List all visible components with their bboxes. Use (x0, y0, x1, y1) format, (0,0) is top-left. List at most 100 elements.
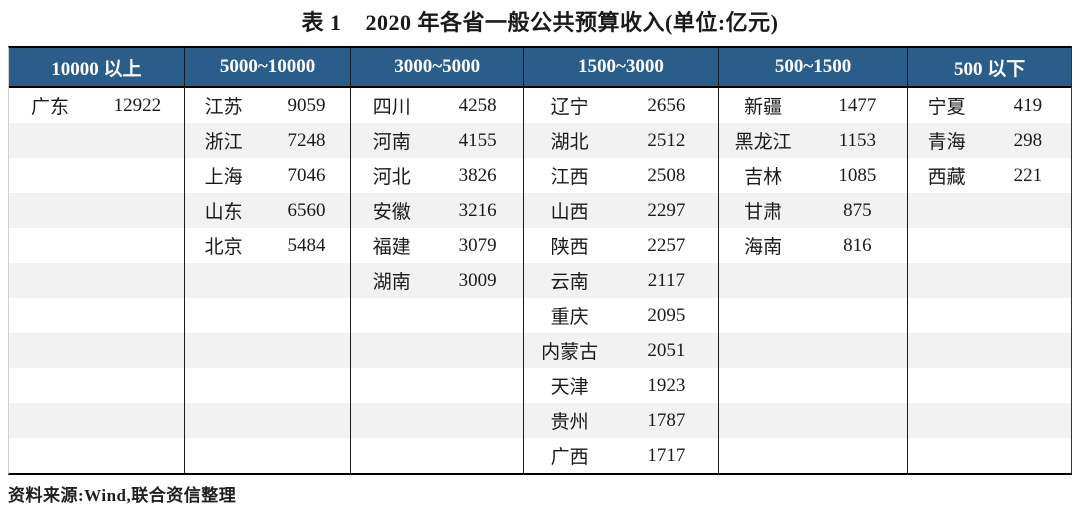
table-title: 表 1 2020 年各省一般公共预算收入(单位:亿元) (301, 10, 779, 35)
province-value: 2117 (647, 269, 686, 291)
province-value: 3079 (458, 234, 497, 256)
table-row (351, 298, 523, 333)
province-value: 419 (1013, 94, 1043, 116)
table-row (9, 228, 184, 263)
table-row: 河北 3826 (351, 158, 523, 193)
range-header: 10000 以上 (9, 48, 184, 88)
province-value: 1787 (647, 409, 686, 431)
table-row (908, 333, 1071, 368)
table-row: 湖南 3009 (351, 263, 524, 298)
column-group-0: 10000 以上广东 12922 (9, 48, 184, 473)
table-row (351, 368, 523, 403)
table-row: 云南 2117 (524, 263, 718, 298)
province-name: 重庆 (550, 307, 589, 328)
province-value: 5484 (287, 234, 326, 256)
province-name: 吉林 (744, 167, 783, 188)
province-name: 贵州 (550, 412, 589, 433)
province-value: 1085 (838, 164, 877, 186)
province-name: 广东 (31, 97, 70, 118)
province-value: 3216 (458, 199, 497, 221)
table-row (9, 333, 184, 368)
table-row: 江西 2508 (524, 158, 718, 193)
province-value: 221 (1013, 164, 1043, 186)
province-value: 4155 (458, 129, 497, 151)
table-row (908, 438, 1071, 473)
province-name: 广西 (550, 447, 589, 468)
table-row (9, 368, 184, 403)
province-value: 2656 (647, 94, 686, 116)
province-name: 新疆 (744, 97, 783, 118)
province-name: 青海 (927, 132, 966, 153)
source-note: 资料来源:Wind,联合资信整理 (8, 486, 237, 505)
province-name: 西藏 (927, 167, 966, 188)
province-name: 陕西 (550, 237, 589, 258)
table-row (9, 158, 184, 193)
province-value: 2095 (647, 304, 686, 326)
table-row (9, 438, 184, 473)
province-name: 上海 (204, 167, 243, 188)
province-name: 黑龙江 (734, 132, 792, 153)
table-row (719, 368, 908, 403)
table-row (718, 403, 908, 438)
table-row: 贵州 1787 (524, 403, 718, 438)
column-group-1: 5000~10000 江苏 9059 浙江 7248 上海 7046 山东 6560 北京 5484 (183, 48, 351, 473)
budget-table: 10000 以上 广东 12922 5000~10000 江苏 9059 浙江 7248 上海 7… (8, 46, 1072, 475)
province-value: 7248 (287, 129, 326, 151)
province-name: 宁夏 (927, 97, 966, 118)
table-row (185, 438, 351, 473)
province-name: 江西 (550, 167, 589, 188)
table-row: 江苏 9059 (185, 88, 351, 123)
province-value: 7046 (287, 164, 326, 186)
province-value: 875 (843, 199, 872, 221)
table-row: 北京 5484 (185, 228, 351, 263)
province-value: 2508 (647, 164, 686, 186)
table-row: 黑龙江 1153 (718, 123, 908, 158)
table-row: 重庆 2095 (524, 298, 718, 333)
province-name: 河北 (372, 167, 411, 188)
table-row (9, 123, 184, 158)
column-group-4: 500~1500 新疆 1477 黑龙江 1153 吉林 1085 甘肃 875 海南 816 (717, 48, 908, 473)
column-group-3: 1500~3000 辽宁 2656 湖北 2512 江西 2508 山西 2297 陕西 2257 云… (523, 48, 718, 473)
table-row (719, 298, 908, 333)
province-value: 2051 (647, 339, 686, 361)
province-name: 福建 (372, 237, 411, 258)
table-row: 西藏 221 (908, 158, 1071, 193)
province-name: 湖南 (372, 272, 411, 293)
table-row (718, 263, 908, 298)
table-row (718, 333, 908, 368)
province-name: 四川 (372, 97, 411, 118)
table-row (184, 263, 351, 298)
province-value: 298 (1013, 129, 1043, 151)
table-row (185, 298, 351, 333)
table-row (185, 368, 351, 403)
province-name: 天津 (550, 377, 589, 398)
province-name: 河南 (372, 132, 411, 153)
table-row: 天津 1923 (524, 368, 718, 403)
table-row (908, 368, 1071, 403)
province-value: 12922 (113, 94, 162, 116)
province-name: 浙江 (204, 132, 243, 153)
table-row: 上海 7046 (185, 158, 351, 193)
table-row (908, 263, 1071, 298)
province-value: 4258 (458, 94, 497, 116)
province-name: 江苏 (204, 97, 243, 118)
table-row: 河南 4155 (351, 123, 524, 158)
table-row: 吉林 1085 (719, 158, 908, 193)
table-row: 山东 6560 (184, 193, 351, 228)
province-value: 1717 (647, 444, 686, 466)
table-row: 新疆 1477 (719, 88, 908, 123)
province-value: 2512 (647, 129, 686, 151)
table-row (9, 403, 184, 438)
table-row: 福建 3079 (351, 228, 523, 263)
table-row: 内蒙古 2051 (524, 333, 718, 368)
province-name: 海南 (744, 237, 783, 258)
table-row: 辽宁 2656 (524, 88, 718, 123)
column-group-5: 500 以下 宁夏 419 青海 298 西藏 221 (907, 48, 1071, 473)
table-row (9, 298, 184, 333)
table-row: 广西 1717 (524, 438, 718, 473)
table-row (719, 438, 908, 473)
province-value: 3826 (458, 164, 497, 186)
table-row (184, 403, 351, 438)
province-value: 816 (843, 234, 872, 256)
